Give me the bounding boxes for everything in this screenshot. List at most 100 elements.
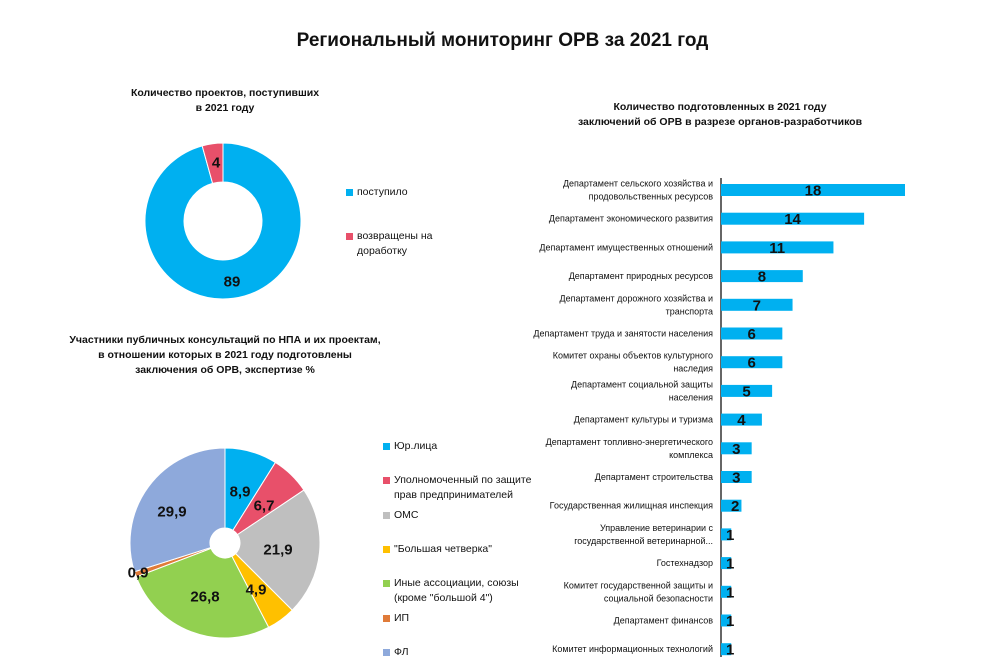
category-label: продовольственных ресурсов — [589, 192, 714, 202]
category-label: социальной безопасности — [604, 593, 713, 603]
category-label: Гостехнадзор — [657, 558, 713, 568]
slice-value-label: 21,9 — [263, 542, 292, 559]
legend-label: возвращены на — [357, 230, 433, 242]
bar-департамент-дорожного-хозяйства-и-транспорта — [721, 298, 793, 311]
bar-value-label: 8 — [758, 269, 766, 286]
chart-title-line: в 2021 году — [195, 102, 255, 114]
projects-chart-title: Количество проектов, поступивших в 2021 г… — [110, 86, 340, 116]
category-label: наследия — [673, 364, 713, 374]
category-label: Комитет охраны объектов культурного — [553, 351, 713, 361]
conclusions-chart-title: Количество подготовленных в 2021 году зак… — [540, 100, 900, 130]
bar-департамент-сельского-хозяйства-и-продовольственных-ресурсов — [721, 184, 905, 196]
slice-value-label: 29,9 — [157, 504, 186, 521]
legend-swatch — [383, 545, 390, 553]
slice-value-label: 6,7 — [254, 498, 275, 515]
legend-label: Иные ассоциации, союзы — [394, 577, 519, 590]
category-label: Департамент строительства — [595, 472, 713, 482]
legend-label: "Большая четверка" — [394, 542, 492, 555]
category-label: Департамент дорожного хозяйства и — [559, 293, 713, 303]
category-label: транспорта — [666, 306, 713, 316]
legend-label: (кроме "большой 4") — [394, 592, 493, 605]
category-label: Департамент социальной защиты — [571, 379, 713, 389]
pie-slice-иные-ассоциации-союзы-кроме-большой-4 — [135, 547, 270, 639]
bar-комитет-охраны-объектов-культурного-наследия — [721, 356, 783, 369]
chart-title-line: заключения об ОРВ, экспертизе % — [135, 364, 315, 376]
legend-swatch — [346, 233, 353, 240]
legend-swatch — [383, 477, 390, 485]
pie-slice-фл — [129, 447, 226, 573]
bar-департамент-имущественных-отношений — [721, 241, 834, 254]
category-label: Департамент топливно-энергетического — [546, 437, 713, 447]
bar-комитет-государственной-защиты-и-социальной-безопасности — [721, 585, 732, 598]
category-label: Департамент культуры и туризма — [574, 415, 713, 425]
legend-swatch — [346, 189, 353, 196]
bar-value-label: 2 — [731, 498, 739, 515]
slice-value-label: 89 — [224, 274, 241, 291]
bar-value-label: 3 — [732, 470, 740, 487]
chart-title-line: Количество проектов, поступивших — [130, 87, 320, 99]
bar-государственная-жилищная-инспекция — [721, 499, 742, 512]
bar-комитет-информационных-технологий — [721, 643, 732, 656]
chart-title-line: Количество подготовленных в 2021 году — [613, 101, 827, 113]
bar-value-label: 1 — [726, 584, 734, 601]
bar-департамент-строительства — [721, 471, 752, 483]
category-label: Департамент экономического развития — [549, 214, 713, 224]
category-label: Департамент сельского хозяйства и — [563, 179, 713, 189]
bar-value-label: 1 — [726, 527, 734, 544]
category-label: Департамент финансов — [614, 616, 714, 626]
category-label: государственной ветеринарной... — [574, 536, 713, 546]
slice-value-label: 4,9 — [246, 582, 267, 599]
category-label: Департамент природных ресурсов — [569, 271, 714, 281]
legend-swatch — [383, 614, 390, 622]
legend-label: ФЛ — [394, 645, 409, 658]
category-label: Управление ветеринарии с — [600, 523, 714, 533]
bar-департамент-природных-ресурсов — [721, 270, 803, 283]
bar-value-label: 3 — [732, 441, 740, 458]
bar-value-label: 18 — [805, 183, 822, 200]
chart-title-line: Участники публичных консультаций по НПА … — [69, 334, 381, 346]
legend-label: ИП — [394, 611, 410, 624]
bar-value-label: 14 — [784, 211, 801, 228]
pie-slice-поступило — [144, 142, 302, 300]
bar-департамент-социальной-защиты-населения — [721, 384, 773, 397]
bar-департамент-труда-и-занятости-населения — [721, 327, 783, 340]
bar-департамент-финансов — [721, 614, 732, 627]
chart-title-line: заключений об ОРВ в разрезе органов-разр… — [577, 116, 863, 128]
bar-департамент-экономического-развития — [721, 212, 865, 225]
category-label: Государственная жилищная инспекция — [550, 501, 713, 511]
slice-value-label: 8,9 — [230, 484, 251, 501]
legend-label: Уполномоченный по защите — [394, 474, 532, 487]
legend-swatch — [383, 443, 390, 450]
category-label: Департамент труда и занятости населения — [533, 329, 713, 339]
slice-value-label: 0,9 — [128, 565, 149, 582]
bar-гостехнадзор — [721, 557, 732, 570]
bar-value-label: 4 — [737, 412, 746, 429]
legend-label: доработку — [357, 245, 408, 257]
bar-департамент-культуры-и-туризма — [721, 413, 762, 426]
bar-департамент-топливно-энергетического-комплекса — [721, 442, 752, 455]
participants-chart-title: Участники публичных консультаций по НПА … — [60, 333, 390, 378]
legend-swatch — [383, 648, 390, 656]
pie-slice-возвращены-на-доработку — [201, 142, 224, 185]
category-label: Департамент имущественных отношений — [539, 242, 713, 252]
bar-value-label: 1 — [726, 556, 734, 573]
category-label: Комитет информационных технологий — [552, 644, 713, 654]
category-label: комплекса — [669, 450, 713, 460]
chart-title-line: в отношении которых в 2021 году подготов… — [98, 349, 352, 361]
bar-value-label: 6 — [747, 326, 755, 343]
category-label: населения — [669, 392, 713, 402]
bar-управление-ветеринарии-с-государственной-ветеринарной — [721, 528, 732, 541]
category-label: Комитет государственной защиты и — [564, 580, 713, 590]
legend-swatch — [383, 511, 390, 519]
slice-value-label: 26,8 — [190, 589, 219, 606]
page-title: Региональный мониторинг ОРВ за 2021 год — [296, 30, 709, 51]
legend-label: поступило — [357, 186, 408, 198]
legend-label: Юр.лица — [394, 440, 438, 452]
bar-value-label: 1 — [726, 642, 734, 659]
legend-label: прав предпринимателей — [394, 489, 514, 502]
legend-label: ОМС — [394, 508, 419, 521]
bar-value-label: 11 — [769, 240, 785, 257]
slice-value-label: 4 — [212, 155, 221, 172]
bar-value-label: 7 — [753, 297, 761, 314]
